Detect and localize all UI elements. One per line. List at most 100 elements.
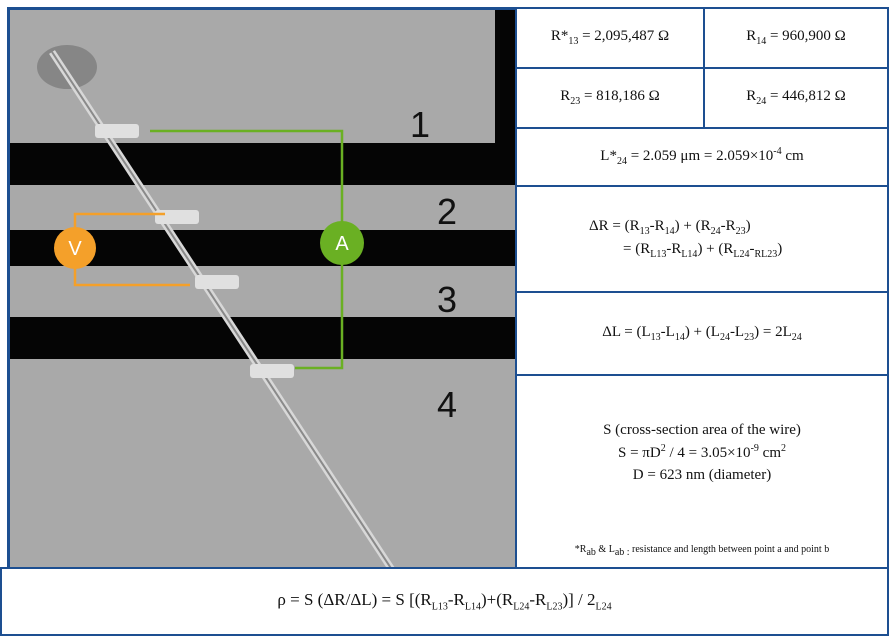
subscript: 14 bbox=[665, 226, 675, 237]
subscript: L23 bbox=[546, 601, 562, 612]
text: resistance and length between point a an… bbox=[630, 544, 830, 555]
text: ρ = S (ΔR/ΔL) = S [(R bbox=[277, 590, 431, 609]
text-line: *Rab & Lab : resistance and length betwe… bbox=[575, 543, 829, 561]
text: = 960,900 Ω bbox=[766, 28, 846, 44]
subscript: 13 bbox=[651, 332, 661, 343]
text: -R bbox=[448, 590, 465, 609]
subscript: 14 bbox=[675, 332, 685, 343]
text-line: ρ = S (ΔR/ΔL) = S [(RL13-RL14)+(RL24-RL2… bbox=[277, 588, 611, 615]
subscript: 23 bbox=[744, 332, 754, 343]
text-line: S = πD2 / 4 = 3.05×10-9 cm2 bbox=[618, 442, 786, 465]
electrode-pad bbox=[95, 124, 139, 138]
text: L* bbox=[600, 148, 617, 164]
table-cell: R14 = 960,900 Ω bbox=[703, 7, 889, 69]
superscript: -4 bbox=[773, 146, 781, 157]
text: S (cross-section area of the wire) bbox=[603, 422, 801, 438]
text-line: L*24 = 2.059 μm = 2.059×10-4 cm bbox=[600, 145, 803, 170]
electrode-label: 3 bbox=[437, 279, 457, 320]
text-line: ΔL = (L13-L14) + (L24-L23) = 2L24 bbox=[602, 322, 801, 346]
text-line: = (RL13-RL14) + (RL24-RL23) bbox=[589, 239, 782, 263]
electrode-label: 4 bbox=[437, 384, 457, 425]
table-cell: ΔL = (L13-L14) + (L24-L23) = 2L24 bbox=[515, 291, 889, 376]
table-cell: R24 = 446,812 Ω bbox=[703, 67, 889, 129]
subscript: 14 bbox=[756, 36, 766, 47]
subscript: 24 bbox=[617, 156, 627, 167]
text: )+(R bbox=[481, 590, 513, 609]
subscript: 23 bbox=[736, 226, 746, 237]
text: -L bbox=[730, 324, 744, 340]
text: ) + (L bbox=[685, 324, 720, 340]
text: & L bbox=[596, 544, 615, 555]
text-line: R*13 = 2,095,487 Ω bbox=[551, 26, 669, 50]
subscript: L24 bbox=[513, 601, 529, 612]
text: ) = 2L bbox=[754, 324, 792, 340]
subscript: ab : bbox=[615, 547, 630, 558]
text: ) + (R bbox=[697, 241, 733, 257]
text: ) + (R bbox=[675, 218, 711, 234]
text: / 4 = 3.05×10 bbox=[666, 445, 751, 461]
subscript: 23 bbox=[570, 96, 580, 107]
subscript: 24 bbox=[720, 332, 730, 343]
text: ) bbox=[746, 218, 751, 234]
text: -R bbox=[650, 218, 665, 234]
text: = (R bbox=[623, 241, 650, 257]
text: R* bbox=[551, 28, 569, 44]
text: -L bbox=[661, 324, 675, 340]
electrode-pad bbox=[155, 210, 199, 224]
superscript: -9 bbox=[751, 443, 759, 454]
meter-label: V bbox=[68, 238, 82, 260]
sem-image: V A 1 2 3 4 bbox=[7, 7, 517, 570]
text: = 818,186 Ω bbox=[580, 88, 660, 104]
meter-label: A bbox=[335, 233, 349, 255]
text: -R bbox=[666, 241, 681, 257]
table-cell: ΔR = (R13-R14) + (R24-R23)= (RL13-RL14) … bbox=[515, 185, 889, 293]
electrode-label: 1 bbox=[410, 104, 430, 145]
text-line: R24 = 446,812 Ω bbox=[746, 86, 846, 110]
subscript: RL23 bbox=[755, 249, 778, 260]
text: -R bbox=[529, 590, 546, 609]
table-cell: L*24 = 2.059 μm = 2.059×10-4 cm bbox=[515, 127, 889, 187]
subscript: L24 bbox=[733, 249, 749, 260]
shadow bbox=[37, 45, 97, 89]
subscript: ab bbox=[586, 547, 595, 558]
electrode-pad bbox=[195, 275, 239, 289]
text-line: ΔR = (R13-R14) + (R24-R23) bbox=[589, 216, 751, 240]
superscript: 2 bbox=[781, 443, 786, 454]
text: ΔL = (L bbox=[602, 324, 650, 340]
footnote: *Rab & Lab : resistance and length betwe… bbox=[517, 538, 887, 566]
text: cm bbox=[782, 148, 804, 164]
electrode-pad bbox=[250, 364, 294, 378]
subscript: 13 bbox=[640, 226, 650, 237]
text: = 2.059 μm = 2.059×10 bbox=[627, 148, 773, 164]
text: = 446,812 Ω bbox=[766, 88, 846, 104]
text: ΔR = (R bbox=[589, 218, 640, 234]
electrode-label: 2 bbox=[437, 191, 457, 232]
subscript: 24 bbox=[792, 332, 802, 343]
gap bbox=[10, 317, 515, 359]
text-line: R14 = 960,900 Ω bbox=[746, 26, 846, 50]
text-line: S (cross-section area of the wire) bbox=[603, 420, 801, 442]
text-line: R23 = 818,186 Ω bbox=[560, 86, 660, 110]
text: -R bbox=[721, 218, 736, 234]
text: R bbox=[560, 88, 570, 104]
subscript: L13 bbox=[650, 249, 666, 260]
text: ) bbox=[777, 241, 782, 257]
text: *R bbox=[575, 544, 587, 555]
text: cm bbox=[759, 445, 781, 461]
text: R bbox=[746, 88, 756, 104]
subscript: L14 bbox=[681, 249, 697, 260]
text-line: D = 623 nm (diameter) bbox=[633, 465, 771, 487]
subscript: 13 bbox=[568, 36, 578, 47]
text: )] / 2 bbox=[562, 590, 595, 609]
subscript: L24 bbox=[596, 601, 612, 612]
subscript: L14 bbox=[465, 601, 481, 612]
text: S = πD bbox=[618, 445, 661, 461]
text: D = 623 nm (diameter) bbox=[633, 467, 771, 483]
subscript: L13 bbox=[432, 601, 448, 612]
formula-footer: ρ = S (ΔR/ΔL) = S [(RL13-RL14)+(RL24-RL2… bbox=[0, 567, 889, 636]
table-cell: R*13 = 2,095,487 Ω bbox=[515, 7, 705, 69]
subscript: 24 bbox=[756, 96, 766, 107]
figure: V A 1 2 3 4 R*13 = 2,095,487 Ω R14 = 960… bbox=[0, 0, 889, 636]
text: R bbox=[746, 28, 756, 44]
gap bbox=[10, 143, 515, 185]
